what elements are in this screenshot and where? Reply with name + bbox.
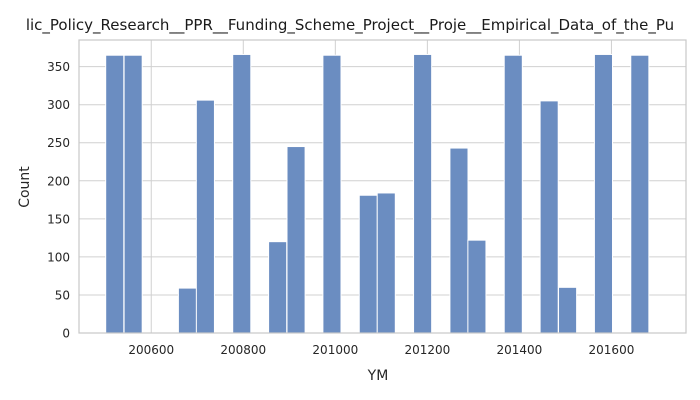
y-tick-label: 0 <box>62 327 70 341</box>
x-tick-label: 200800 <box>220 343 266 357</box>
y-tick-label: 350 <box>47 60 70 74</box>
histogram-bar <box>123 54 143 334</box>
chart-title: lic_Policy_Research__PPR__Funding_Scheme… <box>25 16 675 34</box>
histogram-bar <box>413 53 433 334</box>
axes-frame <box>78 39 687 334</box>
bars <box>105 53 650 334</box>
histogram-bar <box>105 54 125 334</box>
histogram-bar <box>232 53 252 334</box>
histogram-bar <box>322 54 342 334</box>
x-tick-label: 201400 <box>497 343 543 357</box>
x-tick-label: 201200 <box>404 343 450 357</box>
histogram-bar <box>449 147 469 334</box>
histogram-bar <box>358 194 378 334</box>
plot-frame <box>78 39 687 334</box>
x-tick-label: 200600 <box>128 343 174 357</box>
tick-labels: 0 50 100 150 200 250 300 350 200600 200800 201000 2… <box>47 60 634 357</box>
histogram-bar <box>286 146 306 334</box>
x-axis-label: YM <box>367 368 389 384</box>
y-tick-label: 300 <box>47 98 70 112</box>
histogram-bar <box>539 100 559 334</box>
y-tick-label: 100 <box>47 250 70 264</box>
y-tick-label: 150 <box>47 212 70 226</box>
x-tick-label: 201000 <box>312 343 358 357</box>
y-tick-label: 200 <box>47 174 70 188</box>
histogram-bar <box>467 239 487 334</box>
y-tick-label: 250 <box>47 136 70 150</box>
histogram-bar <box>593 53 614 334</box>
histogram-bar <box>630 54 650 334</box>
histogram-bar <box>503 54 523 334</box>
histogram-bar <box>376 192 396 334</box>
histogram-bar <box>268 241 288 334</box>
histogram-bar <box>195 99 215 334</box>
histogram-bar <box>558 286 578 334</box>
histogram-bar <box>177 287 197 334</box>
y-axis-label: Count <box>17 166 33 208</box>
y-tick-label: 50 <box>55 288 70 302</box>
x-tick-label: 201600 <box>589 343 635 357</box>
